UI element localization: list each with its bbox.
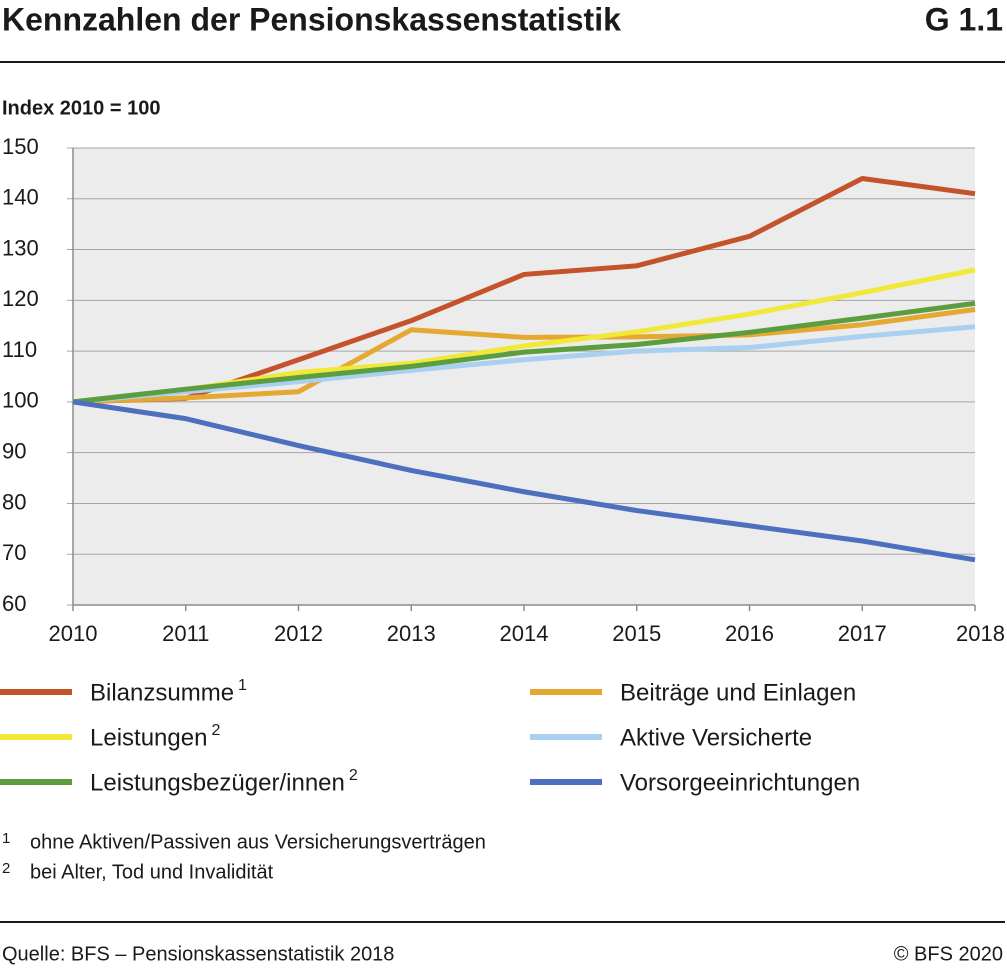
- legend-label: Vorsorgeeinrichtungen: [620, 769, 860, 796]
- x-tick-label: 2010: [49, 621, 98, 646]
- legend-label: Bilanzsumme: [90, 679, 234, 706]
- footnote-mark: 1: [2, 830, 10, 847]
- legend-label: Leistungen: [90, 724, 207, 751]
- y-tick-label: 120: [2, 286, 39, 311]
- y-tick-label: 90: [2, 438, 26, 463]
- legend-note: 2: [211, 722, 220, 739]
- y-tick-label: 80: [2, 489, 26, 514]
- y-tick-label: 110: [2, 337, 37, 362]
- copyright: © BFS 2020: [894, 943, 1003, 965]
- footnote-text: ohne Aktiven/Passiven aus Versicherungsv…: [30, 831, 486, 853]
- x-tick-label: 2014: [500, 621, 549, 646]
- chart-id: G 1.1: [925, 1, 1003, 37]
- x-tick-label: 2015: [612, 621, 661, 646]
- legend-label: Leistungsbezüger/innen: [90, 769, 345, 796]
- source: Quelle: BFS – Pensionskassenstatistik 20…: [2, 943, 394, 965]
- x-tick-label: 2018: [956, 621, 1005, 646]
- series-line: [72, 399, 976, 563]
- footnote-text: bei Alter, Tod und Invalidität: [30, 861, 274, 883]
- legend-note: 2: [349, 767, 358, 784]
- footnote-mark: 2: [2, 860, 10, 877]
- x-tick-label: 2017: [838, 621, 887, 646]
- chart-title: Kennzahlen der Pensionskassenstatistik: [2, 1, 621, 37]
- x-tick-label: 2012: [274, 621, 323, 646]
- y-tick-label: 100: [2, 388, 39, 413]
- y-axis-label: Index 2010 = 100: [2, 97, 160, 119]
- x-tick-label: 2013: [387, 621, 436, 646]
- legend-label: Beiträge und Einlagen: [620, 679, 856, 706]
- series-line: [72, 324, 976, 405]
- legend-label: Aktive Versicherte: [620, 724, 812, 751]
- plot-area: [73, 148, 975, 605]
- y-tick-label: 60: [2, 591, 26, 616]
- y-tick-label: 140: [2, 185, 39, 210]
- y-tick-label: 150: [2, 134, 39, 159]
- series-line: [72, 306, 976, 405]
- y-tick-label: 70: [2, 540, 26, 565]
- y-tick-label: 130: [2, 235, 39, 260]
- series-line: [72, 300, 976, 405]
- x-tick-label: 2016: [725, 621, 774, 646]
- legend-note: 1: [238, 677, 247, 694]
- x-tick-label: 2011: [162, 621, 209, 646]
